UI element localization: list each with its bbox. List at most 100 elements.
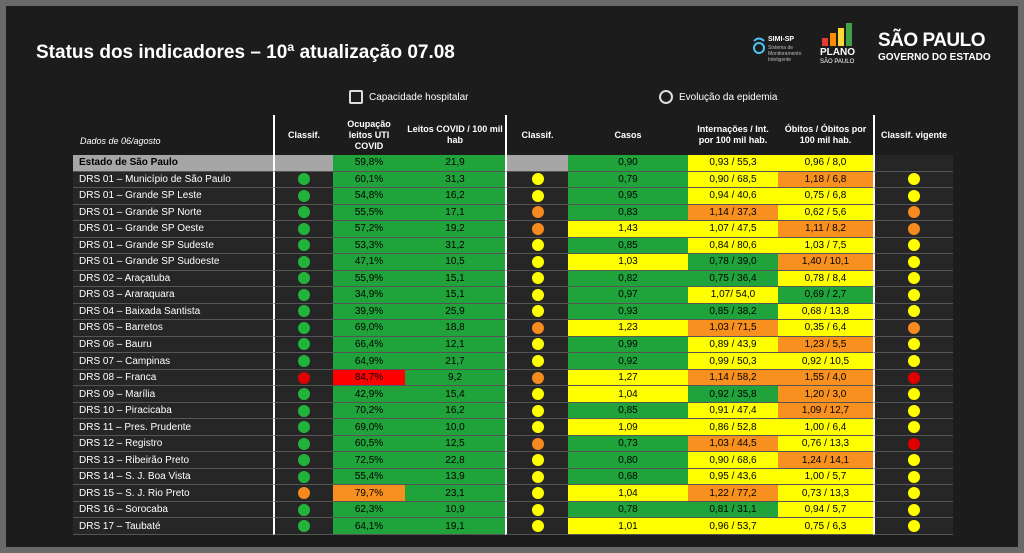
table-cell: 22,8 — [405, 452, 505, 469]
table-cell — [273, 336, 333, 354]
cell-text: 0,90 / 68,5 — [709, 173, 757, 185]
table-cell — [873, 254, 953, 271]
simi-icon — [753, 37, 765, 54]
cell-text: DRS 01 – Grande SP Leste — [79, 190, 202, 202]
cell-text: 18,8 — [445, 322, 465, 334]
cell-text: 0,95 / 43,6 — [709, 471, 757, 483]
table-cell: 1,11 / 8,2 — [778, 221, 873, 238]
status-dot — [908, 503, 920, 516]
table-cell: 70,2% — [333, 402, 405, 420]
cell-text: 15,1 — [445, 272, 465, 284]
cell-text: 25,9 — [445, 305, 465, 317]
status-dot — [908, 305, 920, 318]
table-cell: 84,7% — [333, 369, 405, 387]
cell-text: 0,99 — [618, 338, 638, 350]
status-dot — [531, 189, 544, 202]
status-dot — [908, 404, 920, 417]
cell-text: DRS 17 – Taubaté — [79, 520, 161, 532]
cell-text: 0,84 / 80,6 — [709, 239, 757, 251]
cell-text: 0,75 / 6,3 — [804, 520, 847, 532]
table-cell: 0,85 / 38,2 — [688, 303, 778, 321]
status-dot — [908, 371, 920, 384]
cell-text: 0,85 — [618, 405, 638, 417]
cell-text: 1,01 — [618, 520, 638, 532]
status-dot — [298, 404, 310, 417]
table-cell: 0,99 / 50,3 — [688, 353, 778, 370]
table-cell: 17,1 — [405, 204, 505, 222]
table-cell: 1,07 / 47,5 — [688, 221, 778, 238]
table-cell: 10,9 — [405, 501, 505, 519]
cell-text: 31,2 — [445, 239, 465, 251]
table-cell: 19,2 — [405, 221, 505, 238]
table-cell: 0,95 — [568, 188, 688, 205]
cell-text: 0,94 / 40,6 — [709, 190, 757, 202]
cell-text: 13,9 — [445, 471, 465, 483]
status-dot — [298, 470, 310, 483]
cell-text: 0,89 / 43,9 — [709, 338, 757, 350]
cell-text: 0,82 — [618, 272, 638, 284]
table-cell — [505, 452, 568, 469]
table-cell: 12,5 — [405, 435, 505, 453]
cell-text: 0,85 — [618, 239, 638, 251]
table-cell — [273, 386, 333, 403]
table-cell: 1,14 / 58,2 — [688, 369, 778, 387]
table-cell: 16,2 — [405, 402, 505, 420]
status-dot — [908, 470, 920, 483]
cell-text: 0,92 — [618, 355, 638, 367]
table-cell: DRS 11 – Pres. Prudente — [73, 419, 273, 436]
section-icon — [659, 90, 673, 104]
status-dot — [908, 239, 920, 252]
table-cell: 0,78 / 39,0 — [688, 254, 778, 271]
table-cell: 1,24 / 14,1 — [778, 452, 873, 469]
table-cell: DRS 13 – Ribeirão Preto — [73, 452, 273, 469]
column-header: Classif. — [505, 115, 568, 155]
cell-text: 62,3% — [354, 504, 384, 516]
cell-text: DRS 01 – Município de São Paulo — [79, 173, 231, 185]
cell-text: 10,5 — [445, 256, 465, 268]
cell-text: 0,68 — [618, 471, 638, 483]
table-cell — [873, 320, 953, 337]
status-dot — [531, 355, 544, 367]
table-cell — [273, 303, 333, 321]
table-cell: DRS 06 – Bauru — [73, 336, 273, 354]
column-header: Ocupação leitos UTI COVID — [347, 118, 391, 151]
cell-text: 72,5% — [354, 454, 384, 466]
cell-text: 0,86 / 52,8 — [709, 421, 757, 433]
table-cell: 0,91 / 47,4 — [688, 402, 778, 420]
table-cell: 1,07/ 54,0 — [688, 287, 778, 304]
table-cell — [873, 485, 953, 502]
cell-text: 0,78 — [618, 504, 638, 516]
table-cell — [273, 237, 333, 255]
table-cell — [273, 204, 333, 222]
cell-text: Estado de São Paulo — [79, 157, 178, 169]
table-cell — [505, 353, 568, 370]
cell-text: 0,69 / 2,7 — [804, 289, 847, 301]
table-cell — [273, 254, 333, 271]
cell-text: 19,2 — [445, 223, 465, 235]
column-header: Classif. — [273, 115, 333, 155]
table-cell — [505, 386, 568, 403]
simi-subtitle: Sistema de Monitoramento Inteligente — [768, 45, 802, 63]
table-cell — [273, 501, 333, 519]
table-cell — [273, 435, 333, 453]
status-dot — [298, 206, 310, 219]
cell-text: DRS 01 – Grande SP Norte — [79, 206, 202, 218]
cell-text: 1,09 — [618, 421, 638, 433]
status-dot — [298, 388, 310, 401]
status-dot — [298, 239, 310, 252]
table-cell: 0,78 — [568, 501, 688, 519]
table-cell: 64,9% — [333, 353, 405, 370]
status-dot — [531, 272, 544, 285]
table-cell: 0,73 — [568, 435, 688, 453]
table-cell: 1,22 / 77,2 — [688, 485, 778, 502]
cell-text: 1,24 / 14,1 — [801, 454, 850, 466]
cell-text: 47,1% — [354, 256, 384, 268]
cell-text: 15,1 — [445, 289, 465, 301]
table-cell — [873, 336, 953, 354]
status-dot — [531, 222, 544, 235]
table-cell: 55,4% — [333, 468, 405, 486]
cell-text: 31,3 — [445, 173, 465, 185]
status-dot — [531, 388, 544, 401]
table-cell — [273, 402, 333, 420]
table-cell — [873, 171, 953, 189]
